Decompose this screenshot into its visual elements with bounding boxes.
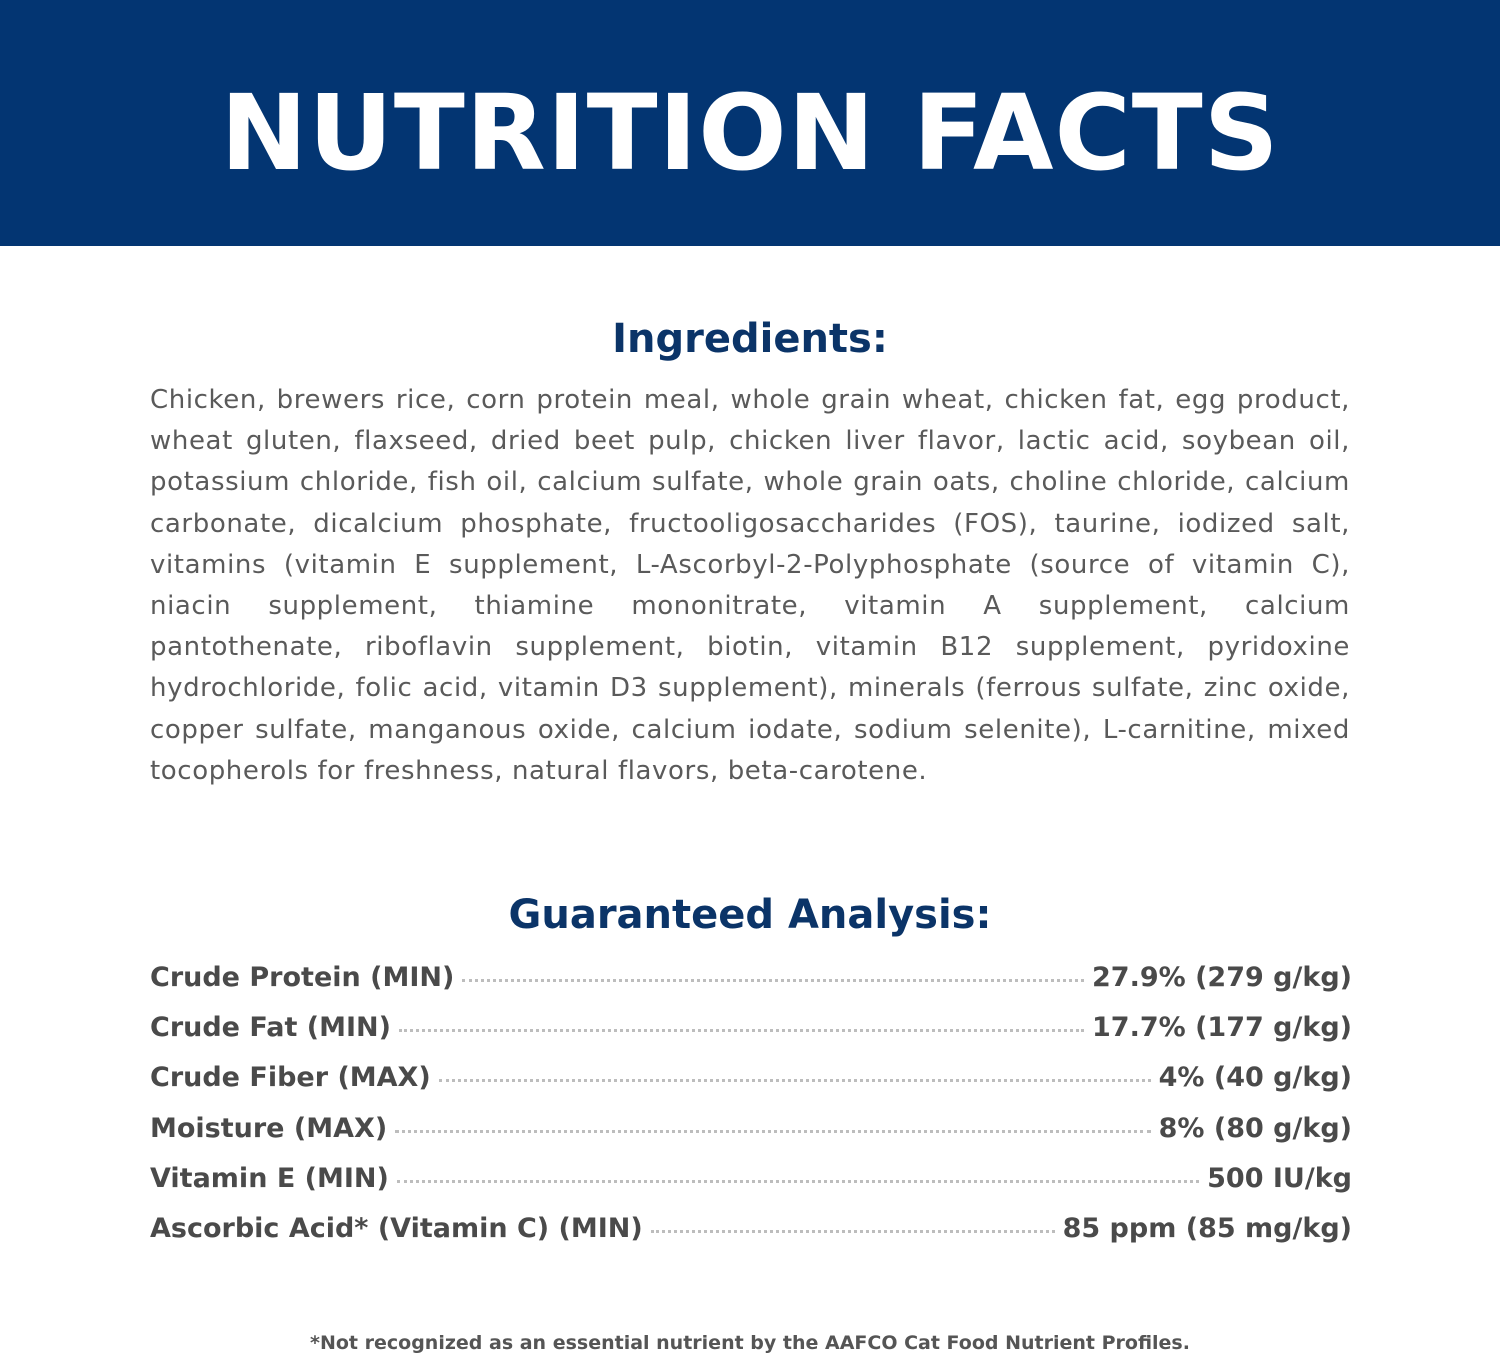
nutrient-label: Vitamin E (MIN) — [150, 1162, 389, 1194]
nutrient-value: 85 ppm (85 mg/kg) — [1062, 1212, 1352, 1244]
nutrient-label: Crude Protein (MIN) — [150, 962, 455, 993]
analysis-heading: Guaranteed Analysis: — [508, 892, 992, 938]
nutrient-value: 17.7% (177 g/kg) — [1092, 1012, 1352, 1044]
dot-leader — [395, 1129, 1151, 1133]
dot-leader — [650, 1229, 1055, 1233]
nutrient-value: 27.9% (279 g/kg) — [1092, 962, 1352, 993]
page-title: NUTRITION FACTS — [220, 72, 1280, 194]
nutrient-value: 500 IU/kg — [1207, 1162, 1352, 1194]
analysis-row: Crude Fiber (MAX) 4% (40 g/kg) — [150, 1062, 1352, 1112]
analysis-table: Crude Protein (MIN) 27.9% (279 g/kg) Crud… — [150, 962, 1352, 1263]
analysis-row: Moisture (MAX) 8% (80 g/kg) — [150, 1113, 1352, 1163]
ingredients-text: Chicken, brewers rice, corn protein meal… — [150, 385, 1350, 786]
dot-leader — [398, 1029, 1085, 1033]
nutrient-label: Crude Fat (MIN) — [150, 1012, 391, 1044]
nutrient-label: Crude Fiber (MAX) — [150, 1062, 431, 1094]
footnote: *Not recognized as an essential nutrient… — [310, 1332, 1190, 1354]
analysis-row: Crude Fat (MIN) 17.7% (177 g/kg) — [150, 1012, 1352, 1062]
dot-leader — [438, 1079, 1151, 1083]
ingredients-heading: Ingredients: — [612, 316, 888, 362]
analysis-row: Crude Protein (MIN) 27.9% (279 g/kg) — [150, 962, 1352, 1012]
analysis-row: Ascorbic Acid* (Vitamin C) (MIN) 85 ppm (… — [150, 1213, 1352, 1263]
nutrient-value: 8% (80 g/kg) — [1158, 1112, 1352, 1144]
dot-leader — [396, 1179, 1200, 1183]
nutrient-label: Moisture (MAX) — [150, 1112, 388, 1144]
nutrient-label: Ascorbic Acid* (Vitamin C) (MIN) — [150, 1212, 643, 1244]
nutrient-value: 4% (40 g/kg) — [1158, 1062, 1352, 1094]
analysis-row: Vitamin E (MIN) 500 IU/kg — [150, 1163, 1352, 1213]
dot-leader — [462, 979, 1085, 982]
header-banner: NUTRITION FACTS — [0, 0, 1500, 246]
